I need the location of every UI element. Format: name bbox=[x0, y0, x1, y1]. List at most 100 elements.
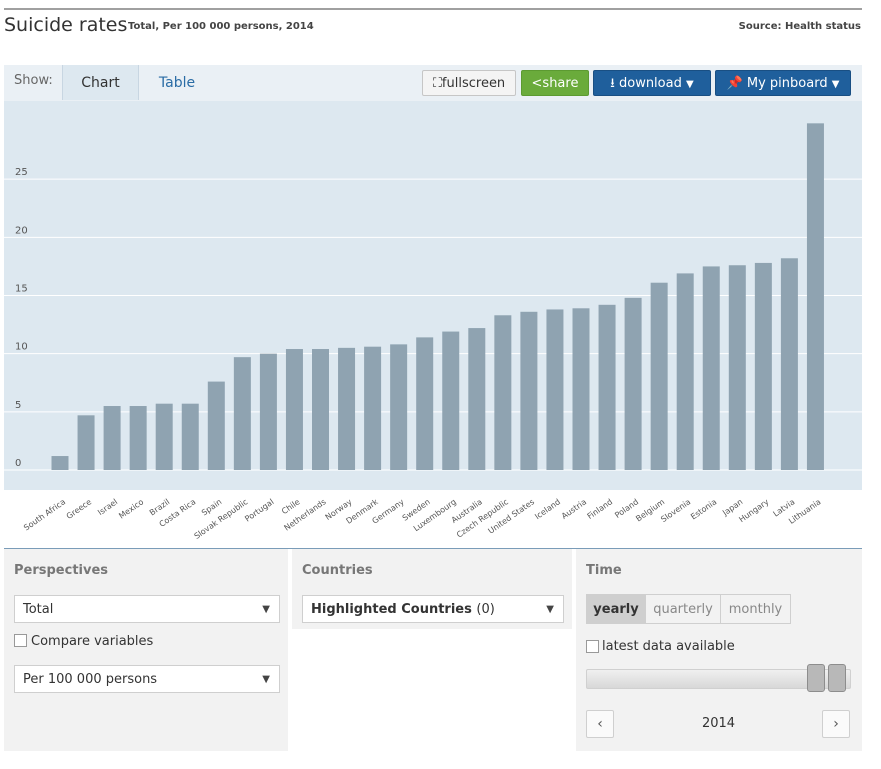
yearly-toggle[interactable]: yearly bbox=[586, 594, 646, 624]
x-tick-label: Estonia bbox=[689, 497, 718, 521]
bar[interactable] bbox=[103, 406, 121, 470]
share-button[interactable]: <share bbox=[521, 70, 589, 96]
download-icon: ⭳ bbox=[610, 76, 615, 91]
bar[interactable] bbox=[572, 308, 590, 470]
bar[interactable] bbox=[77, 415, 95, 470]
countries-title: Countries bbox=[302, 563, 373, 578]
bar[interactable] bbox=[806, 123, 824, 471]
y-tick-label: 10 bbox=[15, 342, 28, 353]
caret-down-icon: ▼ bbox=[262, 674, 270, 685]
caret-down-icon: ▼ bbox=[546, 604, 554, 615]
expand-icon: ⛶ bbox=[432, 76, 442, 91]
time-slider-track[interactable] bbox=[586, 669, 851, 689]
source-link[interactable]: Source: Health status bbox=[738, 21, 861, 32]
chart-toolbar: Show: Chart Table ⛶fullscreen <share ⭳ d… bbox=[4, 65, 862, 102]
bar[interactable] bbox=[728, 265, 746, 470]
y-tick-label: 15 bbox=[15, 284, 28, 295]
y-tick-label: 25 bbox=[15, 167, 28, 178]
caret-down-icon: ▼ bbox=[262, 604, 270, 615]
countries-count: (0) bbox=[476, 602, 495, 617]
bar[interactable] bbox=[780, 258, 798, 470]
bar[interactable] bbox=[364, 346, 382, 470]
bar[interactable] bbox=[676, 273, 694, 470]
latest-data-checkbox[interactable] bbox=[586, 640, 599, 653]
bar[interactable] bbox=[494, 315, 512, 470]
caret-down-icon: ▼ bbox=[686, 79, 694, 90]
countries-select-label: Highlighted Countries bbox=[311, 602, 472, 617]
tab-chart[interactable]: Chart bbox=[62, 65, 139, 100]
latest-data-label: latest data available bbox=[602, 639, 735, 654]
bar[interactable] bbox=[442, 331, 460, 470]
quarterly-toggle[interactable]: quarterly bbox=[645, 594, 721, 624]
share-icon: < bbox=[531, 76, 543, 91]
pinboard-label: My pinboard bbox=[746, 76, 828, 91]
time-slider-start-handle[interactable] bbox=[807, 664, 825, 692]
chevron-left-icon: ‹ bbox=[597, 716, 603, 732]
next-year-button[interactable]: › bbox=[822, 710, 850, 738]
bar[interactable] bbox=[546, 309, 564, 470]
chevron-right-icon: › bbox=[833, 716, 839, 732]
page-title: Suicide rates bbox=[4, 14, 128, 36]
time-title: Time bbox=[586, 563, 622, 578]
bar[interactable] bbox=[338, 347, 356, 470]
perspectives-title: Perspectives bbox=[14, 563, 109, 578]
monthly-toggle[interactable]: monthly bbox=[720, 594, 791, 624]
perspective-value: Total bbox=[23, 602, 54, 617]
bar[interactable] bbox=[468, 328, 486, 470]
download-label: download bbox=[618, 76, 682, 91]
bar[interactable] bbox=[702, 266, 720, 470]
show-label: Show: bbox=[14, 73, 53, 88]
unit-select[interactable]: Per 100 000 persons ▼ bbox=[14, 665, 280, 693]
chart-bottom-divider bbox=[4, 548, 862, 549]
bar[interactable] bbox=[129, 406, 147, 470]
bar[interactable] bbox=[51, 456, 69, 470]
bar[interactable] bbox=[233, 357, 251, 470]
countries-select[interactable]: Highlighted Countries (0) ▼ bbox=[302, 595, 564, 623]
x-tick-label: Finland bbox=[586, 497, 615, 521]
x-tick-label: United States bbox=[487, 497, 537, 535]
bar[interactable] bbox=[416, 337, 434, 470]
time-slider-end-handle[interactable] bbox=[828, 664, 846, 692]
y-tick-label: 20 bbox=[15, 225, 28, 236]
bar[interactable] bbox=[754, 262, 772, 470]
pinboard-button[interactable]: 📌 My pinboard ▼ bbox=[715, 70, 851, 96]
x-tick-label: Iceland bbox=[533, 497, 562, 521]
fullscreen-button[interactable]: ⛶fullscreen bbox=[422, 70, 516, 96]
prev-year-button[interactable]: ‹ bbox=[586, 710, 614, 738]
x-tick-label: Austria bbox=[560, 497, 588, 521]
bar[interactable] bbox=[312, 349, 329, 470]
bar[interactable] bbox=[259, 353, 277, 470]
compare-variables-checkbox[interactable] bbox=[14, 634, 27, 647]
caret-down-icon: ▼ bbox=[831, 79, 840, 90]
bar[interactable] bbox=[207, 381, 225, 470]
perspective-select[interactable]: Total ▼ bbox=[14, 595, 280, 623]
countries-panel: Countries Highlighted Countries (0) ▼ bbox=[292, 549, 572, 629]
bar[interactable] bbox=[181, 403, 199, 470]
compare-variables-label: Compare variables bbox=[31, 634, 154, 649]
fullscreen-label: fullscreen bbox=[441, 76, 506, 91]
bar[interactable] bbox=[285, 349, 303, 470]
bar[interactable] bbox=[598, 304, 616, 470]
x-tick-label: Portugal bbox=[243, 497, 275, 523]
bar[interactable] bbox=[390, 344, 408, 470]
bar[interactable] bbox=[624, 297, 642, 470]
share-label: share bbox=[542, 76, 579, 91]
x-tick-label: Greece bbox=[65, 497, 94, 521]
selected-year: 2014 bbox=[701, 716, 736, 731]
chart-area: 0 5 10 15 20 25 South Africa Greece Israel Mexico… bbox=[4, 101, 862, 549]
x-tick-label: Slovenia bbox=[659, 497, 692, 524]
pin-icon: 📌 bbox=[726, 76, 743, 91]
y-tick-label: 5 bbox=[15, 400, 21, 411]
perspectives-panel: Perspectives Total ▼ Compare variables P… bbox=[4, 549, 288, 751]
bar[interactable] bbox=[520, 311, 538, 470]
x-tick-label: South Africa bbox=[22, 497, 67, 532]
x-tick-label: Mexico bbox=[117, 497, 145, 520]
tab-table[interactable]: Table bbox=[158, 75, 196, 91]
time-panel: Time yearly quarterly monthly latest dat… bbox=[576, 549, 862, 751]
page-subtitle: Total, Per 100 000 persons, 2014 bbox=[128, 21, 314, 32]
unit-value: Per 100 000 persons bbox=[23, 672, 158, 687]
bar[interactable] bbox=[650, 282, 668, 470]
bar[interactable] bbox=[155, 403, 173, 470]
download-button[interactable]: ⭳ download ▼ bbox=[593, 70, 711, 96]
